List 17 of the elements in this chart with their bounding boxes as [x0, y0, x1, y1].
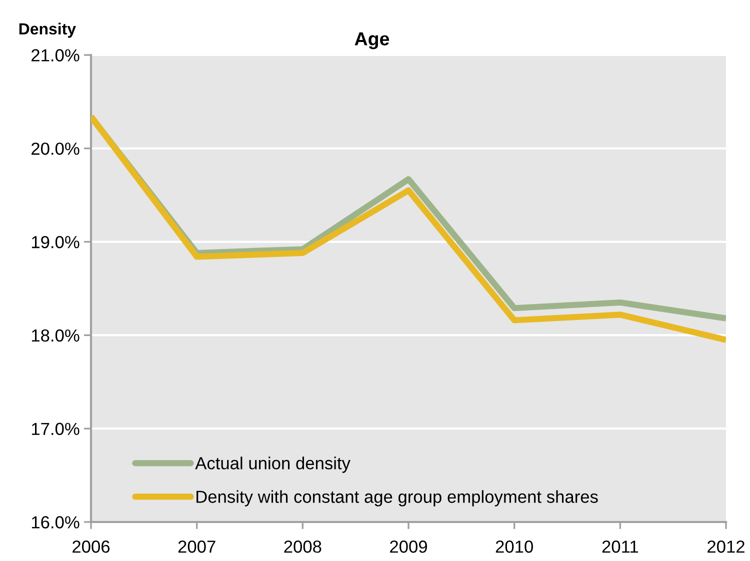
y-tick-label: 18.0% [32, 329, 80, 342]
x-tick-label: 2006 [72, 540, 110, 553]
y-tick-label: 17.0% [32, 422, 80, 436]
x-tick-label: 2010 [496, 540, 533, 553]
legend-label: Actual union density [195, 456, 350, 473]
x-tick-label: 2011 [602, 540, 638, 553]
x-tick-label: 2007 [178, 540, 216, 553]
chart-title: Age [354, 32, 390, 50]
x-tick-label: 2009 [390, 540, 427, 553]
y-tick-label: 16.0% [32, 516, 80, 528]
y-tick-label: 21.0% [32, 49, 80, 62]
x-tick-label: 2008 [284, 540, 322, 553]
x-tick-label: 2012 [708, 540, 744, 553]
legend-label: Density with constant age group employment shares [196, 490, 598, 506]
y-tick-label: 19.0% [32, 236, 80, 248]
y-axis-title: Density [19, 22, 76, 38]
y-tick-label: 20.0% [32, 142, 80, 155]
